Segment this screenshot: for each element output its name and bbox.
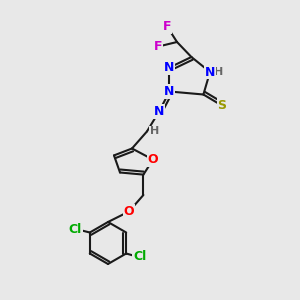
Text: F: F xyxy=(163,20,172,34)
Text: F: F xyxy=(154,40,163,53)
Text: S: S xyxy=(218,99,226,112)
Text: N: N xyxy=(205,65,215,79)
Text: N: N xyxy=(164,61,175,74)
Text: H: H xyxy=(150,126,159,136)
Text: N: N xyxy=(164,85,175,98)
Text: Cl: Cl xyxy=(133,250,146,263)
Text: O: O xyxy=(148,153,158,166)
Text: O: O xyxy=(124,205,134,218)
Text: Cl: Cl xyxy=(69,223,82,236)
Text: N: N xyxy=(154,105,164,118)
Text: H: H xyxy=(214,67,223,77)
